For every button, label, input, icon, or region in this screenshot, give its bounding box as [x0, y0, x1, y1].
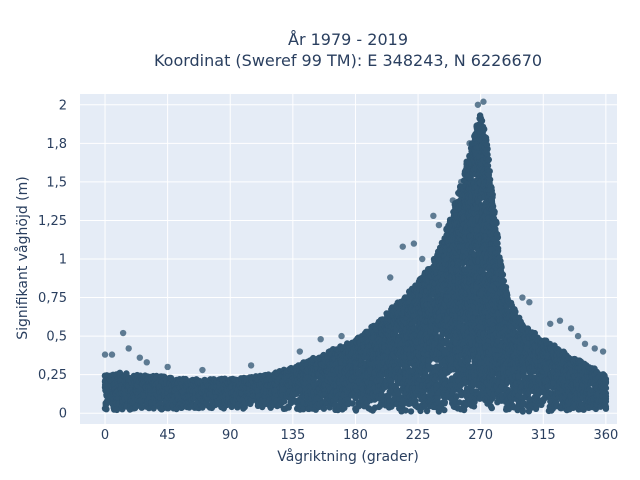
data-points — [101, 98, 610, 415]
data-point — [407, 408, 415, 415]
chart-title: År 1979 - 2019 Koordinat (Sweref 99 TM):… — [154, 30, 542, 70]
data-point — [103, 406, 110, 413]
data-point — [402, 407, 409, 414]
data-point — [199, 404, 206, 411]
chart-title-line-2: Koordinat (Sweref 99 TM): E 348243, N 62… — [154, 51, 542, 70]
data-point — [441, 406, 448, 414]
chart-title-line-1: År 1979 - 2019 — [288, 30, 408, 49]
data-point — [441, 399, 448, 406]
